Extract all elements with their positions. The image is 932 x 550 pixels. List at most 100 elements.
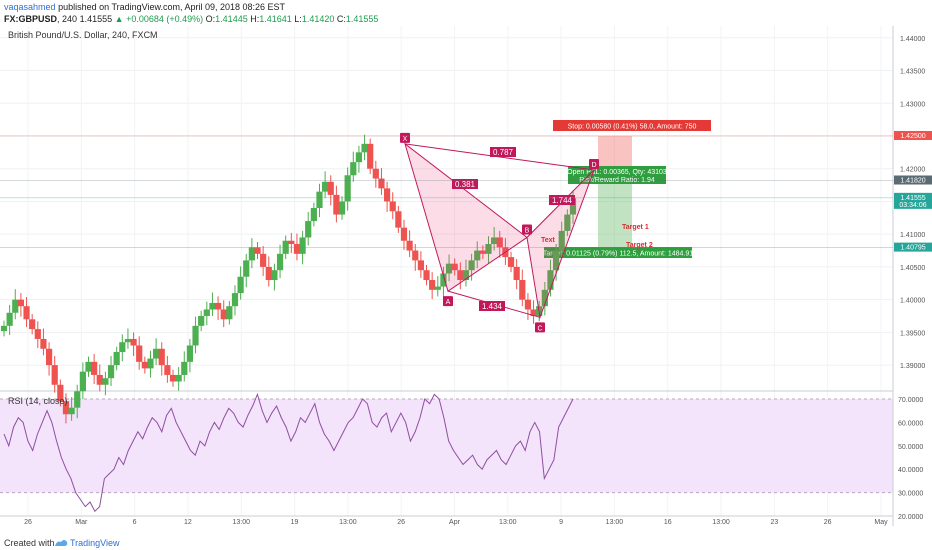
candle-body [192, 325, 199, 346]
candle-body [282, 240, 289, 254]
candle-body [6, 312, 13, 326]
point-marker [400, 132, 410, 143]
published-text: published on TradingView.com, April 09, … [58, 2, 286, 12]
candle-body [85, 361, 92, 372]
symbol[interactable]: FX:GBPUSD [4, 14, 58, 24]
candle-body [119, 342, 126, 353]
ohlc-close: 1.41555 [345, 14, 379, 24]
point-marker [522, 224, 532, 235]
candle-body [203, 309, 210, 317]
rsi-band-fill [0, 399, 893, 493]
candle-body [429, 280, 436, 290]
candle-body [552, 250, 560, 271]
time-tick-label: 26 [24, 519, 32, 526]
candle-body [344, 175, 351, 202]
ratio-label: 1.434 [482, 302, 503, 311]
candle-body [237, 276, 244, 294]
price-tag-box [894, 192, 932, 209]
price-tick-label: 1.43000 [900, 101, 925, 108]
point-label-a: A [446, 299, 451, 306]
candle-body [175, 374, 182, 382]
rsi-tick-label: 30.0000 [898, 491, 923, 498]
candle-body [276, 253, 284, 271]
candle-body [51, 365, 58, 385]
candle-body [496, 237, 503, 248]
time-tick-label: 23 [770, 519, 778, 526]
candle-body [417, 260, 424, 271]
chart-container[interactable]: Stop: 0.00580 (0.41%) 58.0, Amount: 750 O… [0, 26, 932, 536]
price-tag-label: 1.42500 [900, 133, 925, 140]
candle-body [74, 391, 81, 408]
ratio-label: 0.381 [455, 180, 476, 189]
candle-body [186, 345, 194, 362]
candle-body [147, 358, 154, 369]
ohlc-c-label: C: [336, 14, 346, 24]
candle-body [220, 309, 227, 320]
time-tick-label: May [874, 519, 888, 526]
point-marker [443, 296, 453, 307]
candle-body [248, 247, 255, 261]
candle-body [91, 361, 98, 375]
price-tag-box [894, 130, 932, 140]
candle-body [265, 266, 272, 281]
price-tag-label: 1.41555 [900, 195, 925, 202]
price-tick-label: 1.39000 [900, 363, 925, 370]
candle-body [322, 181, 329, 192]
created-with-text: Created with [4, 538, 55, 548]
time-tick-label: 9 [559, 519, 563, 526]
candle-body [412, 250, 419, 261]
point-label-d: D [591, 162, 596, 169]
tradingview-link[interactable]: TradingView [70, 538, 120, 548]
candle-body [367, 143, 374, 169]
target-zone[interactable] [598, 180, 632, 248]
candle-body [569, 198, 577, 215]
target-2-label: Target 2 [626, 242, 653, 249]
point-label-c: C [537, 325, 542, 332]
price-tag-box [894, 175, 932, 185]
candle-body [383, 188, 391, 202]
point-label-x: X [403, 136, 408, 143]
ohlc-o-label: O: [205, 14, 216, 24]
candle-body [209, 302, 216, 310]
target-1-label: Target 1 [622, 224, 649, 231]
candle-body [462, 270, 470, 281]
price-tick-label: 1.40000 [900, 298, 925, 305]
candle-body [524, 299, 532, 310]
ratio-box [452, 179, 478, 189]
candle-body [406, 240, 413, 251]
candle-body [169, 374, 177, 382]
time-tick-label: 13:00 [712, 519, 730, 526]
candle-body [507, 257, 515, 267]
candle-body [271, 270, 278, 281]
price-tick-label: 1.42000 [900, 167, 925, 174]
chart-svg[interactable]: Stop: 0.00580 (0.41%) 58.0, Amount: 750 O… [0, 26, 932, 536]
candle-body [491, 237, 498, 245]
candle-body [474, 250, 481, 261]
ratio-box [549, 195, 575, 205]
time-tick-label: 13:00 [606, 519, 624, 526]
price-tag-label: 1.40795 [900, 245, 925, 252]
position-tool[interactable]: Stop: 0.00580 (0.41%) 58.0, Amount: 750 O… [543, 120, 711, 258]
candle-body [153, 348, 160, 359]
candle-body [214, 302, 222, 310]
candle-body [23, 306, 30, 320]
time-tick-label: 13:00 [339, 519, 357, 526]
author-link[interactable]: vaqasahmed [4, 2, 56, 12]
time-tick-label: Apr [449, 519, 461, 526]
price-tick-label: 1.44000 [900, 36, 925, 43]
stop-label-box [553, 120, 711, 131]
candle-body [107, 365, 115, 379]
time-tick-label: 26 [824, 519, 832, 526]
ohlc-l-label: L: [294, 14, 302, 24]
candle-body [333, 194, 340, 215]
candle-body [445, 263, 453, 274]
candle-body [355, 152, 363, 163]
candle-body [17, 299, 25, 307]
time-tick-label: 16 [664, 519, 672, 526]
text-annotation: Text [541, 237, 556, 244]
candle-body [327, 181, 334, 195]
candle-body [40, 338, 47, 349]
candle-body [400, 227, 408, 241]
candle-body [130, 338, 137, 346]
